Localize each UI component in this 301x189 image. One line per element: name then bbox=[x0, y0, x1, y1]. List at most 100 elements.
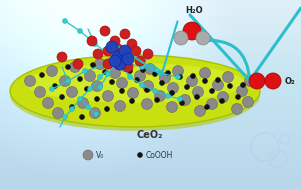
Circle shape bbox=[60, 94, 64, 99]
Circle shape bbox=[24, 75, 36, 87]
Circle shape bbox=[213, 80, 224, 91]
Circle shape bbox=[87, 36, 97, 46]
Circle shape bbox=[52, 84, 57, 88]
Circle shape bbox=[128, 68, 132, 74]
Circle shape bbox=[109, 55, 121, 67]
Circle shape bbox=[77, 77, 82, 81]
Circle shape bbox=[110, 67, 120, 78]
Ellipse shape bbox=[25, 63, 245, 103]
Circle shape bbox=[110, 80, 114, 84]
Circle shape bbox=[196, 31, 210, 45]
Circle shape bbox=[122, 53, 134, 65]
Circle shape bbox=[46, 66, 57, 77]
Circle shape bbox=[119, 88, 125, 94]
FancyArrowPatch shape bbox=[190, 8, 301, 81]
Circle shape bbox=[204, 105, 209, 109]
Circle shape bbox=[169, 91, 175, 95]
Circle shape bbox=[153, 71, 157, 77]
Circle shape bbox=[92, 81, 103, 91]
Circle shape bbox=[235, 94, 240, 99]
Circle shape bbox=[98, 74, 103, 80]
Circle shape bbox=[35, 87, 45, 98]
Circle shape bbox=[166, 101, 178, 112]
Circle shape bbox=[114, 58, 126, 70]
Circle shape bbox=[206, 98, 218, 109]
Circle shape bbox=[42, 98, 54, 108]
Circle shape bbox=[244, 75, 256, 87]
Circle shape bbox=[178, 97, 182, 101]
Circle shape bbox=[209, 88, 215, 94]
Circle shape bbox=[183, 22, 201, 40]
Circle shape bbox=[119, 60, 131, 71]
Circle shape bbox=[114, 101, 126, 112]
Circle shape bbox=[203, 78, 207, 84]
Circle shape bbox=[85, 70, 95, 81]
Circle shape bbox=[117, 52, 127, 62]
Circle shape bbox=[103, 46, 113, 56]
FancyArrowPatch shape bbox=[115, 22, 178, 75]
Circle shape bbox=[179, 101, 185, 105]
Text: e⁻: e⁻ bbox=[160, 68, 168, 74]
Circle shape bbox=[88, 87, 92, 91]
Circle shape bbox=[135, 70, 145, 81]
Circle shape bbox=[135, 56, 145, 66]
Circle shape bbox=[83, 150, 93, 160]
Circle shape bbox=[129, 98, 135, 104]
Circle shape bbox=[70, 106, 75, 112]
Circle shape bbox=[166, 94, 170, 98]
Circle shape bbox=[106, 41, 118, 53]
Circle shape bbox=[175, 74, 181, 80]
Circle shape bbox=[66, 64, 70, 70]
Text: V₀: V₀ bbox=[96, 150, 104, 160]
Circle shape bbox=[222, 71, 234, 83]
Circle shape bbox=[194, 94, 200, 99]
Text: CeO₂: CeO₂ bbox=[137, 130, 163, 140]
Circle shape bbox=[116, 77, 128, 88]
Circle shape bbox=[141, 67, 145, 73]
Circle shape bbox=[166, 70, 170, 75]
Circle shape bbox=[103, 70, 107, 74]
Ellipse shape bbox=[10, 55, 260, 127]
Circle shape bbox=[112, 51, 124, 63]
Circle shape bbox=[105, 71, 110, 77]
Circle shape bbox=[265, 73, 281, 89]
Circle shape bbox=[228, 84, 232, 88]
Circle shape bbox=[52, 108, 64, 119]
Circle shape bbox=[70, 61, 80, 73]
Circle shape bbox=[82, 68, 88, 74]
Circle shape bbox=[144, 64, 156, 74]
Circle shape bbox=[139, 83, 144, 88]
Circle shape bbox=[187, 75, 197, 87]
Circle shape bbox=[98, 84, 103, 90]
Circle shape bbox=[100, 26, 110, 36]
Circle shape bbox=[153, 88, 157, 94]
Ellipse shape bbox=[10, 59, 260, 131]
Circle shape bbox=[135, 77, 139, 83]
Circle shape bbox=[92, 42, 98, 46]
Circle shape bbox=[39, 73, 45, 77]
Circle shape bbox=[143, 49, 153, 59]
Circle shape bbox=[95, 97, 100, 101]
Text: CoOOH: CoOOH bbox=[146, 150, 173, 160]
Circle shape bbox=[141, 98, 153, 109]
Circle shape bbox=[249, 73, 265, 89]
Circle shape bbox=[144, 88, 150, 92]
Circle shape bbox=[89, 108, 101, 119]
Circle shape bbox=[77, 29, 82, 33]
Circle shape bbox=[70, 105, 75, 109]
Circle shape bbox=[185, 84, 190, 90]
Circle shape bbox=[128, 74, 132, 80]
Circle shape bbox=[194, 105, 206, 116]
Circle shape bbox=[240, 83, 246, 88]
Circle shape bbox=[154, 98, 160, 102]
Circle shape bbox=[139, 64, 144, 70]
Circle shape bbox=[123, 62, 133, 72]
Circle shape bbox=[142, 81, 154, 91]
Circle shape bbox=[104, 106, 110, 112]
Circle shape bbox=[49, 87, 54, 91]
Circle shape bbox=[160, 73, 170, 84]
Circle shape bbox=[160, 81, 165, 85]
Circle shape bbox=[128, 88, 138, 98]
Circle shape bbox=[216, 77, 221, 83]
Circle shape bbox=[95, 59, 105, 70]
